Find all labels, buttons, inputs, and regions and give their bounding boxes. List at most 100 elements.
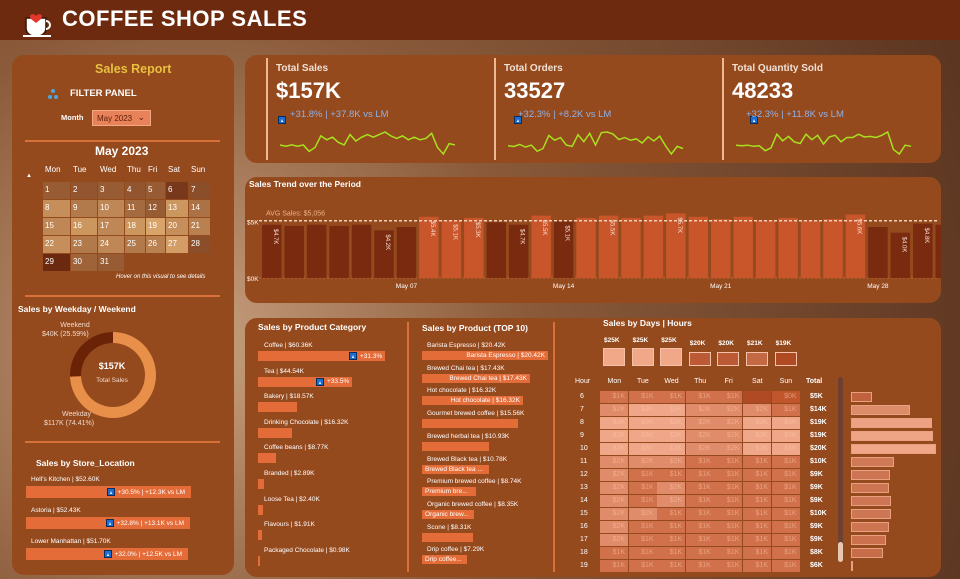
heatmap-cell[interactable]: $1K	[657, 391, 686, 404]
heatmap-cell[interactable]: $1K	[685, 521, 714, 534]
calendar-day[interactable]: 28	[189, 236, 210, 253]
heatmap-cell[interactable]: $2K	[600, 469, 628, 482]
day-total-swatch[interactable]	[746, 352, 768, 366]
product-bar[interactable]	[422, 441, 489, 451]
day-total-swatch[interactable]	[774, 352, 797, 366]
heatmap-cell[interactable]: $1K	[714, 495, 743, 508]
heatmap-cell[interactable]: $3K	[628, 404, 657, 417]
category-bar[interactable]	[258, 427, 292, 438]
calendar-day[interactable]: 1	[43, 182, 70, 199]
heatmap-cell[interactable]: $1K	[743, 547, 771, 560]
scrollbar-thumb[interactable]	[838, 542, 843, 562]
calendar-day[interactable]: 31	[98, 254, 124, 271]
calendar-day[interactable]: 20	[166, 218, 188, 235]
heatmap-cell[interactable]: $2K	[714, 430, 743, 443]
heatmap-cell[interactable]: $1K	[743, 534, 771, 547]
heatmap-cell[interactable]: $2K	[600, 521, 628, 534]
heatmap-cell[interactable]: $2K	[714, 443, 743, 456]
day-total-swatch[interactable]	[717, 352, 740, 366]
heatmap-cell[interactable]: $1K	[600, 547, 628, 560]
heatmap-cell[interactable]: $1K	[657, 547, 686, 560]
heatmap-cell[interactable]: $1K	[771, 560, 800, 573]
heatmap-cell[interactable]: $2K	[628, 456, 657, 469]
heatmap-cell[interactable]: $2K	[600, 456, 628, 469]
hour-total-bar[interactable]	[851, 418, 932, 428]
product-bar[interactable]: Brewed Black tea ...	[422, 464, 489, 474]
heatmap-cell[interactable]: $1K	[628, 391, 657, 404]
heatmap-cell[interactable]: $3K	[600, 443, 628, 456]
heatmap-cell[interactable]: $1K	[685, 508, 714, 521]
calendar-day[interactable]: 30	[71, 254, 97, 271]
store-bar[interactable]: +32.0% | +12.5K vs LM	[26, 548, 188, 560]
heatmap-cell[interactable]: $1K	[685, 391, 714, 404]
heatmap-cell[interactable]: $3K	[657, 443, 686, 456]
heatmap-cell[interactable]: $3K	[628, 430, 657, 443]
calendar-day[interactable]: 14	[189, 200, 210, 217]
hour-total-bar[interactable]	[851, 548, 883, 558]
heatmap-cell[interactable]: $2K	[628, 508, 657, 521]
calendar-day[interactable]: 13	[166, 200, 188, 217]
calendar-day[interactable]: 24	[98, 236, 124, 253]
calendar-day[interactable]: 26	[146, 236, 165, 253]
heatmap-cell[interactable]: $2K	[657, 456, 686, 469]
heatmap-cell[interactable]: $1K	[657, 508, 686, 521]
heatmap-cell[interactable]: $2K	[600, 534, 628, 547]
heatmap-cell[interactable]: $1K	[714, 508, 743, 521]
heatmap-cell[interactable]: $1K	[600, 560, 628, 573]
product-bar[interactable]	[422, 532, 473, 542]
heatmap-cell[interactable]: $1K	[771, 495, 800, 508]
hour-total-bar[interactable]	[851, 444, 936, 454]
calendar-day[interactable]: 12	[146, 200, 165, 217]
heatmap-cell[interactable]: $1K	[714, 521, 743, 534]
heatmap-cell[interactable]: $3K	[743, 430, 771, 443]
heatmap-cell[interactable]: $3K	[771, 430, 800, 443]
heatmap-cell[interactable]: $1K	[714, 456, 743, 469]
heatmap-cell[interactable]: $1K	[743, 508, 771, 521]
calendar-day[interactable]: 21	[189, 218, 210, 235]
hour-total-bar[interactable]	[851, 405, 910, 415]
heatmap-cell[interactable]: $3K	[657, 430, 686, 443]
category-bar[interactable]	[258, 479, 264, 489]
heatmap-cell[interactable]: $1K	[771, 547, 800, 560]
heatmap-cell[interactable]: $1K	[771, 508, 800, 521]
heatmap-cell[interactable]: $2K	[657, 482, 686, 495]
hour-total-bar[interactable]	[851, 483, 889, 493]
category-bar[interactable]	[258, 376, 352, 387]
heatmap-cell[interactable]: $1K	[743, 521, 771, 534]
heatmap-cell[interactable]: $1K	[657, 469, 686, 482]
heatmap-cell[interactable]: $1K	[743, 495, 771, 508]
heatmap-cell[interactable]: $3K	[600, 430, 628, 443]
hour-total-bar[interactable]	[851, 431, 933, 441]
day-total-swatch[interactable]	[603, 348, 625, 366]
store-bar[interactable]: +32.8% | +13.1K vs LM	[26, 517, 190, 529]
hour-total-bar[interactable]	[851, 392, 872, 402]
category-bar[interactable]	[258, 402, 297, 413]
calendar-day[interactable]: 6	[166, 182, 188, 199]
category-bar[interactable]	[258, 351, 385, 361]
heatmap-cell[interactable]: $1K	[743, 560, 771, 573]
category-bar[interactable]	[258, 530, 262, 541]
product-bar[interactable]: Barista Espresso | $20.42K	[422, 351, 548, 360]
heatmap-cell[interactable]: $3K	[657, 417, 686, 430]
heatmap-cell[interactable]: $2K	[685, 430, 714, 443]
calendar-day[interactable]: 15	[43, 218, 70, 235]
heatmap-cell[interactable]: $2K	[714, 417, 743, 430]
category-bar[interactable]	[258, 504, 263, 515]
hour-total-bar[interactable]	[851, 496, 891, 506]
product-bar[interactable]: Hot chocolate | $16.32K	[422, 396, 523, 406]
category-bar[interactable]	[258, 555, 260, 566]
category-bar[interactable]	[258, 453, 276, 464]
day-total-swatch[interactable]	[631, 348, 654, 366]
store-bar[interactable]: +30.5% | +12.3K vs LM	[26, 486, 191, 498]
heatmap-cell[interactable]: $3K	[657, 404, 686, 417]
heatmap-cell[interactable]: $1K	[628, 534, 657, 547]
heatmap-cell[interactable]: $1K	[685, 534, 714, 547]
product-bar[interactable]: Brewed Chai tea | $17.43K	[422, 373, 530, 383]
heatmap-cell[interactable]: $1K	[600, 391, 628, 404]
heatmap-cell[interactable]: $1K	[657, 560, 686, 573]
heatmap-cell[interactable]: $1K	[714, 469, 743, 482]
calendar-day[interactable]: 18	[125, 218, 145, 235]
calendar-day[interactable]: 2	[71, 182, 97, 199]
weekday-weekend-donut[interactable]	[66, 328, 160, 422]
heatmap-cell[interactable]: $2K	[600, 508, 628, 521]
